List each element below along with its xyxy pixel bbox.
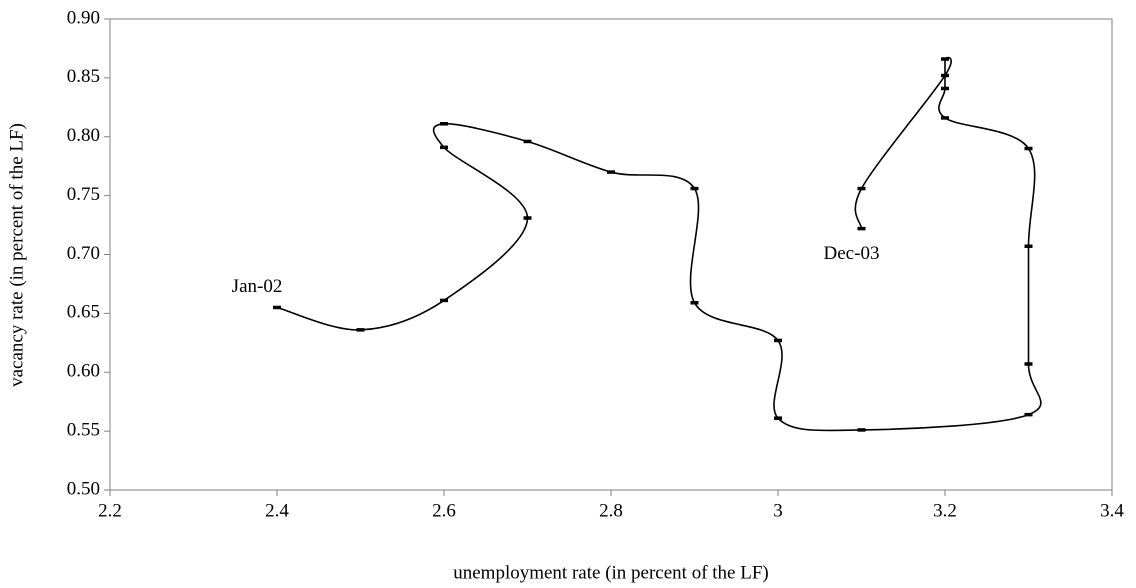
start-annotation: Jan-02 bbox=[232, 276, 283, 297]
y-tick-label: 0.80 bbox=[67, 125, 100, 146]
y-tick-label: 0.85 bbox=[67, 66, 100, 87]
y-axis-title: vacancy rate (in percent of the LF) bbox=[6, 123, 27, 387]
y-tick-label: 0.65 bbox=[67, 302, 100, 323]
y-tick-label: 0.75 bbox=[67, 184, 100, 205]
plot-frame bbox=[109, 18, 1113, 491]
y-tick-label: 0.55 bbox=[67, 419, 100, 440]
x-tick-label: 2.2 bbox=[98, 500, 122, 521]
x-axis-title: unemployment rate (in percent of the LF) bbox=[453, 562, 769, 583]
x-tick-label: 2.4 bbox=[265, 500, 289, 521]
y-tick-label: 0.60 bbox=[67, 361, 100, 382]
y-tick-label: 0.70 bbox=[67, 243, 100, 264]
series-line bbox=[276, 56, 1042, 432]
x-tick-label: 2.8 bbox=[599, 500, 623, 521]
x-tick-label: 3 bbox=[773, 500, 783, 521]
y-tick-label: 0.90 bbox=[67, 7, 100, 28]
x-tick-label: 3.2 bbox=[933, 500, 957, 521]
x-tick-label: 3.4 bbox=[1100, 500, 1124, 521]
x-tick-label: 2.6 bbox=[432, 500, 456, 521]
y-tick-label: 0.50 bbox=[67, 478, 100, 499]
end-annotation: Dec-03 bbox=[824, 243, 880, 264]
